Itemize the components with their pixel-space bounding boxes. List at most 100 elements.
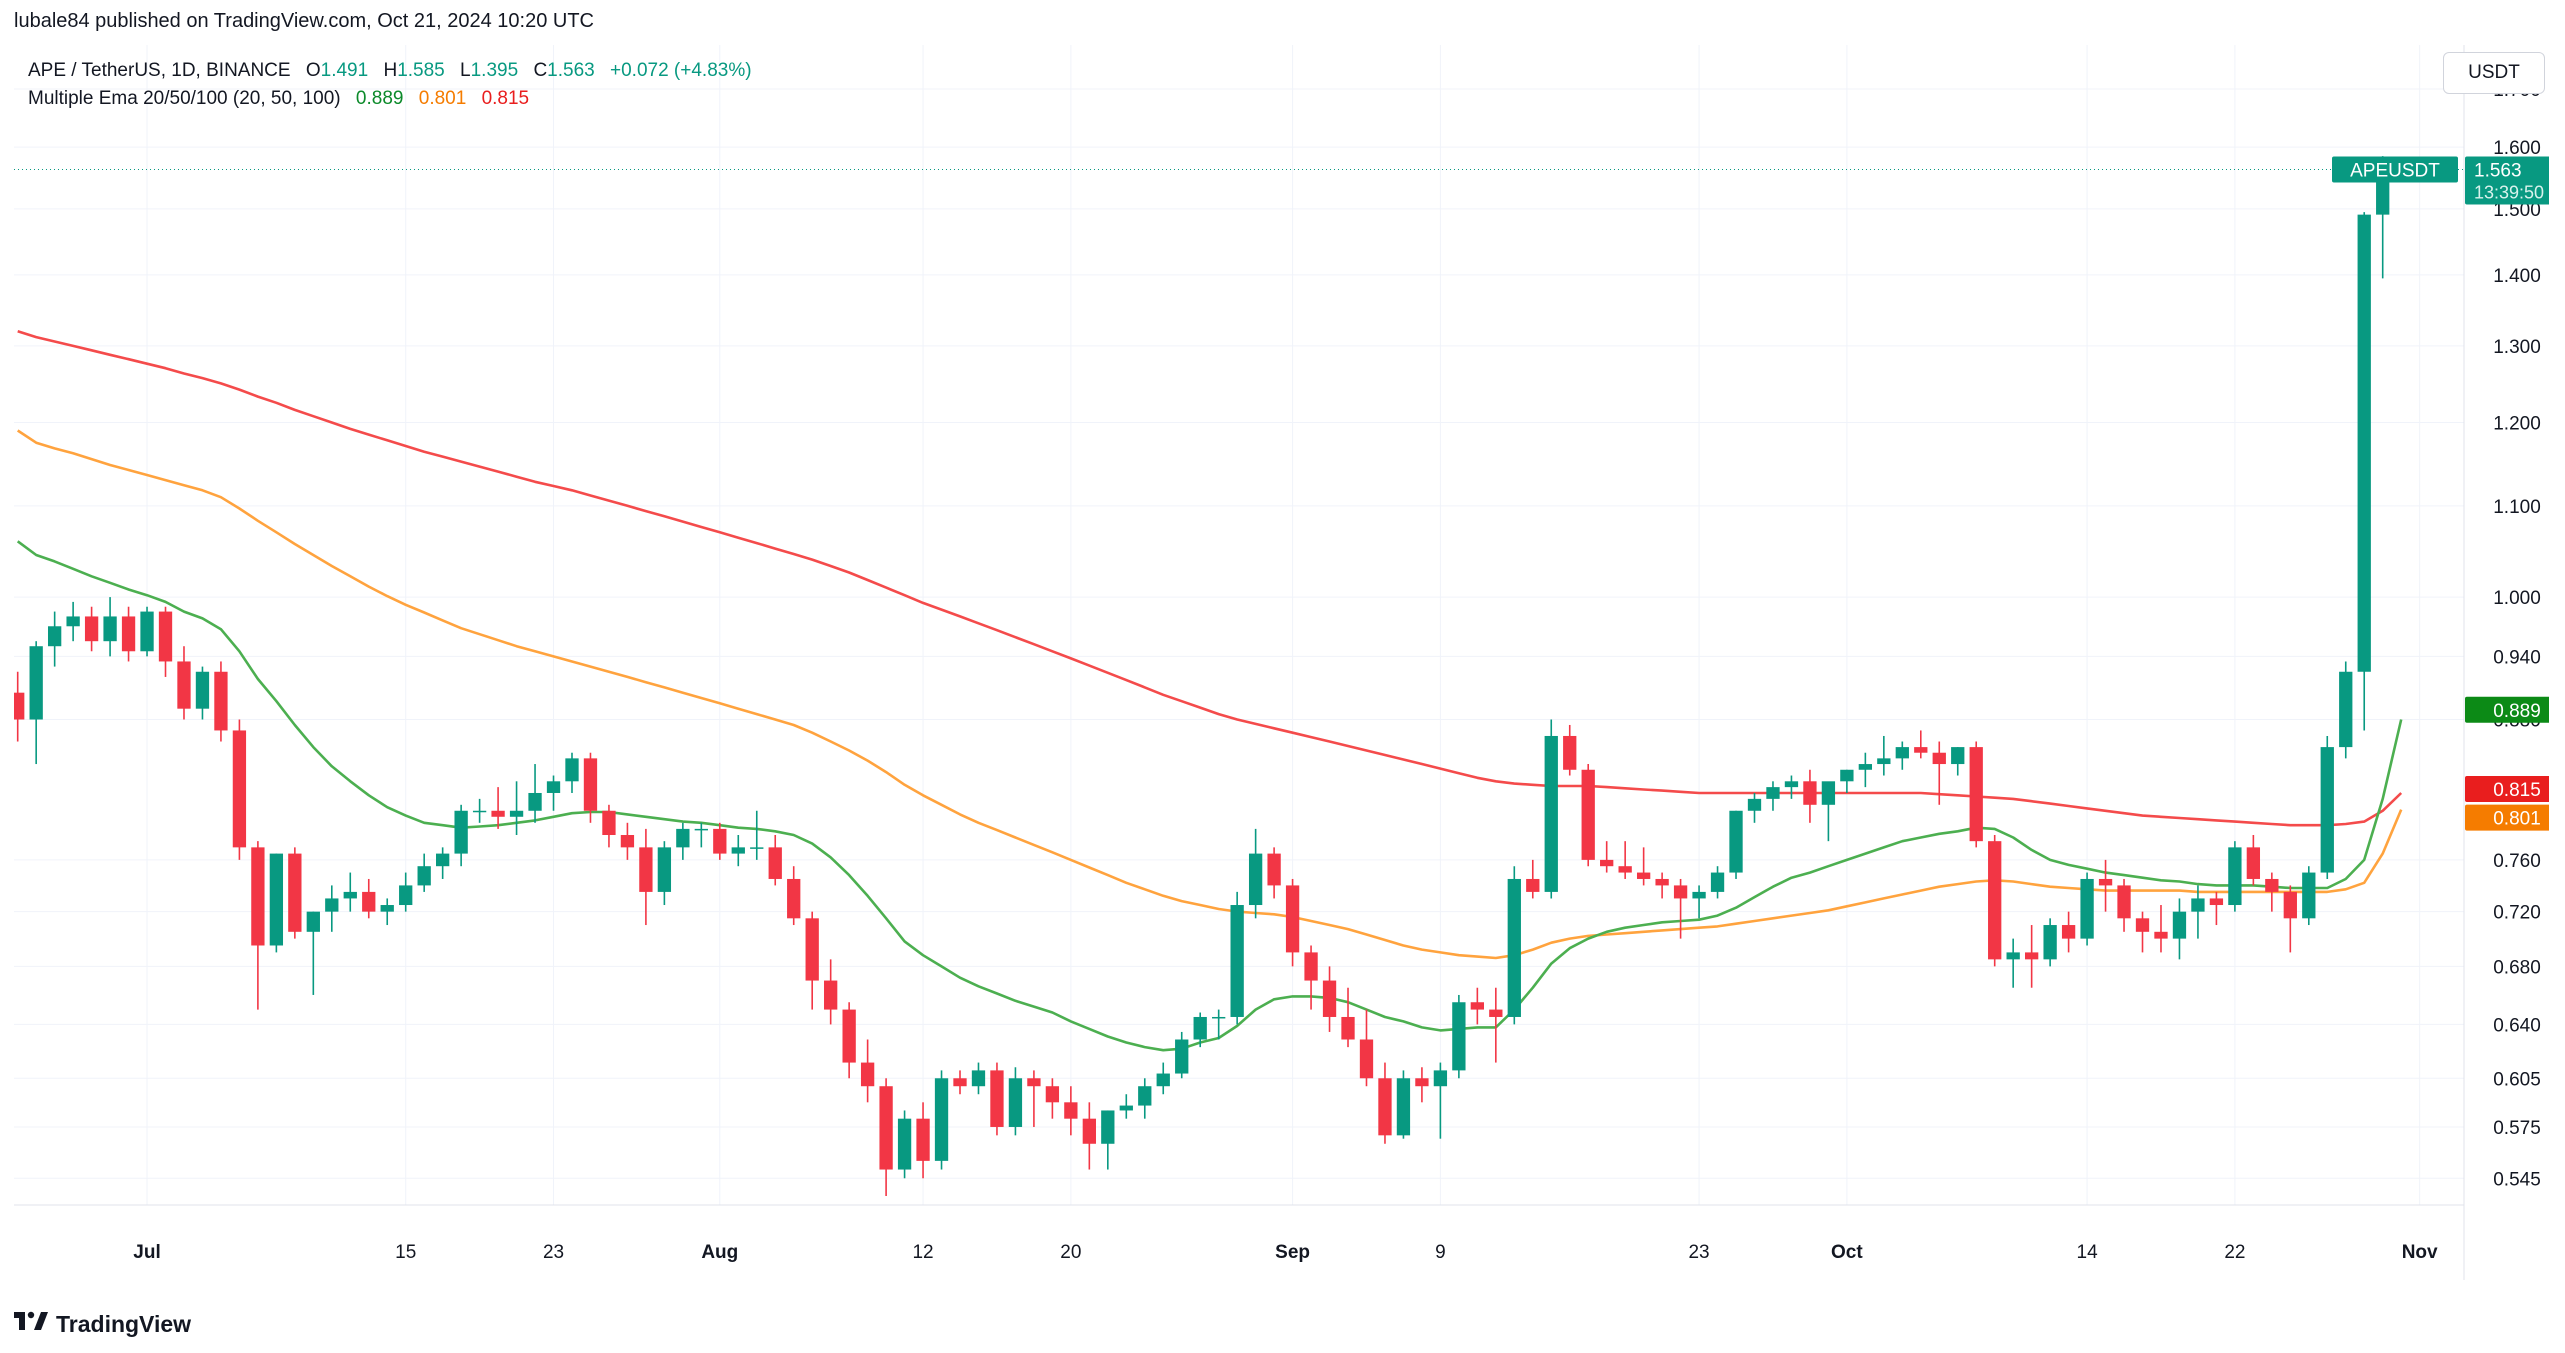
candle-body (84, 616, 99, 642)
ema50-value: 0.801 (418, 88, 467, 109)
close-value: 1.563 (547, 60, 595, 81)
ema100-line (17, 330, 2403, 827)
candle-body (325, 898, 339, 912)
price-tick-label: 1.400 (2493, 266, 2541, 287)
candle-body (2283, 891, 2297, 919)
candle-body (306, 911, 320, 932)
candle-body (1895, 747, 1909, 759)
last-price-tag (2465, 156, 2549, 205)
candle-body (1655, 878, 1669, 886)
candle-body (214, 671, 228, 731)
symbol-label[interactable]: APE / TetherUS, 1D, BINANCE (28, 60, 291, 81)
candle-body (1766, 787, 1780, 799)
candle-body (1840, 769, 1854, 782)
ema100-price-tag (2465, 775, 2549, 802)
candle-body (1027, 1078, 1041, 1087)
last-price-value: 1.563 (2474, 160, 2522, 181)
high-value: 1.585 (397, 60, 445, 81)
price-tick-label: 0.680 (2493, 957, 2541, 978)
time-tick-label: 22 (2224, 1242, 2245, 1263)
brand-name: TradingView (56, 1311, 192, 1337)
candle-body (417, 866, 431, 886)
ema20-price-tag-label: 0.889 (2493, 701, 2541, 722)
ema50-line (16, 429, 2403, 960)
high-label: H (383, 60, 398, 81)
price-tick-label: 0.575 (2493, 1118, 2541, 1139)
candle-body (2154, 931, 2168, 939)
ema100-price-tag-label: 0.815 (2493, 780, 2541, 801)
candle-body (1212, 1016, 1226, 1019)
candle-body (14, 692, 25, 720)
candle-body (1064, 1102, 1078, 1119)
candle-body (2098, 878, 2113, 886)
candle-body (971, 1070, 986, 1087)
candle-body (1969, 747, 1983, 842)
candle-body (583, 758, 598, 811)
candle-body (2080, 878, 2094, 939)
candle-body (2061, 925, 2076, 939)
time-tick-label: 14 (2077, 1242, 2099, 1263)
candle-body (768, 847, 782, 879)
price-tick-label: 1.300 (2493, 337, 2541, 358)
candle-body (1452, 1002, 1466, 1071)
currency-button[interactable]: USDT (2443, 52, 2545, 94)
candle-body (1526, 878, 1540, 892)
candle-body (1193, 1016, 1207, 1040)
candle-body (1784, 781, 1799, 788)
candle-body (1544, 735, 1558, 892)
candle-body (472, 810, 487, 813)
candle-body (140, 611, 154, 652)
candle-body (1563, 735, 1577, 770)
time-tick-label: 12 (912, 1242, 933, 1263)
candle-body (528, 792, 542, 811)
candle-body (1729, 810, 1743, 873)
candle-body (953, 1078, 967, 1087)
price-tick-label: 0.940 (2493, 647, 2541, 668)
candle-body (842, 1009, 856, 1063)
price-tick-label: 1.600 (2493, 138, 2541, 159)
candle-body (2320, 747, 2334, 873)
candle-body (1175, 1039, 1189, 1074)
ema20-price-tag (2465, 696, 2549, 723)
candle-body (824, 980, 838, 1010)
candle-body (2228, 847, 2242, 906)
candle-body (565, 758, 579, 782)
candle-body (805, 918, 819, 981)
open-label: O (305, 60, 321, 81)
time-tick-label: Sep (1275, 1242, 1310, 1263)
price-chart[interactable]: 1.7001.6001.5001.4001.3001.2001.1001.000… (14, 45, 2549, 1285)
candle-body (1267, 853, 1281, 886)
candle-body (990, 1070, 1004, 1127)
candle-body (1932, 752, 1946, 765)
candle-body (1359, 1039, 1374, 1079)
indicator-label[interactable]: Multiple Ema 20/50/100 (20, 50, 100) (28, 88, 341, 109)
candle-body (1415, 1078, 1429, 1087)
publish-info: lubale84 published on TradingView.com, O… (14, 10, 594, 32)
ema50-price-tag (2465, 804, 2549, 831)
candle-body (103, 616, 117, 642)
candle-body (362, 891, 376, 912)
tradingview-logo[interactable]: TradingView (14, 1310, 191, 1339)
candle-body (602, 810, 616, 836)
price-tick-label: 1.200 (2493, 414, 2541, 435)
candle-body (1248, 853, 1263, 906)
candle-body (1951, 747, 1965, 765)
tradingview-logo-icon (14, 1310, 48, 1339)
candle-body (713, 828, 727, 854)
candle-body (121, 616, 136, 652)
candle-body (1119, 1105, 1133, 1111)
chart-area[interactable]: 1.7001.6001.5001.4001.3001.2001.1001.000… (14, 45, 2549, 1285)
time-tick-label: Aug (701, 1242, 738, 1263)
time-tick-label: 9 (1435, 1242, 1446, 1263)
candle-body (509, 810, 524, 817)
candle-body (2191, 898, 2205, 912)
candle-body (158, 611, 173, 662)
legend-indicator-row: Multiple Ema 20/50/100 (20, 50, 100) 0.8… (28, 85, 752, 113)
time-tick-label: Nov (2402, 1242, 2438, 1263)
ema20-value: 0.889 (355, 88, 404, 109)
candle-body (1396, 1078, 1411, 1136)
candle-body (934, 1078, 949, 1161)
candle-body (879, 1086, 893, 1170)
candle-body (2357, 214, 2371, 672)
ema20-line (16, 540, 2403, 1052)
